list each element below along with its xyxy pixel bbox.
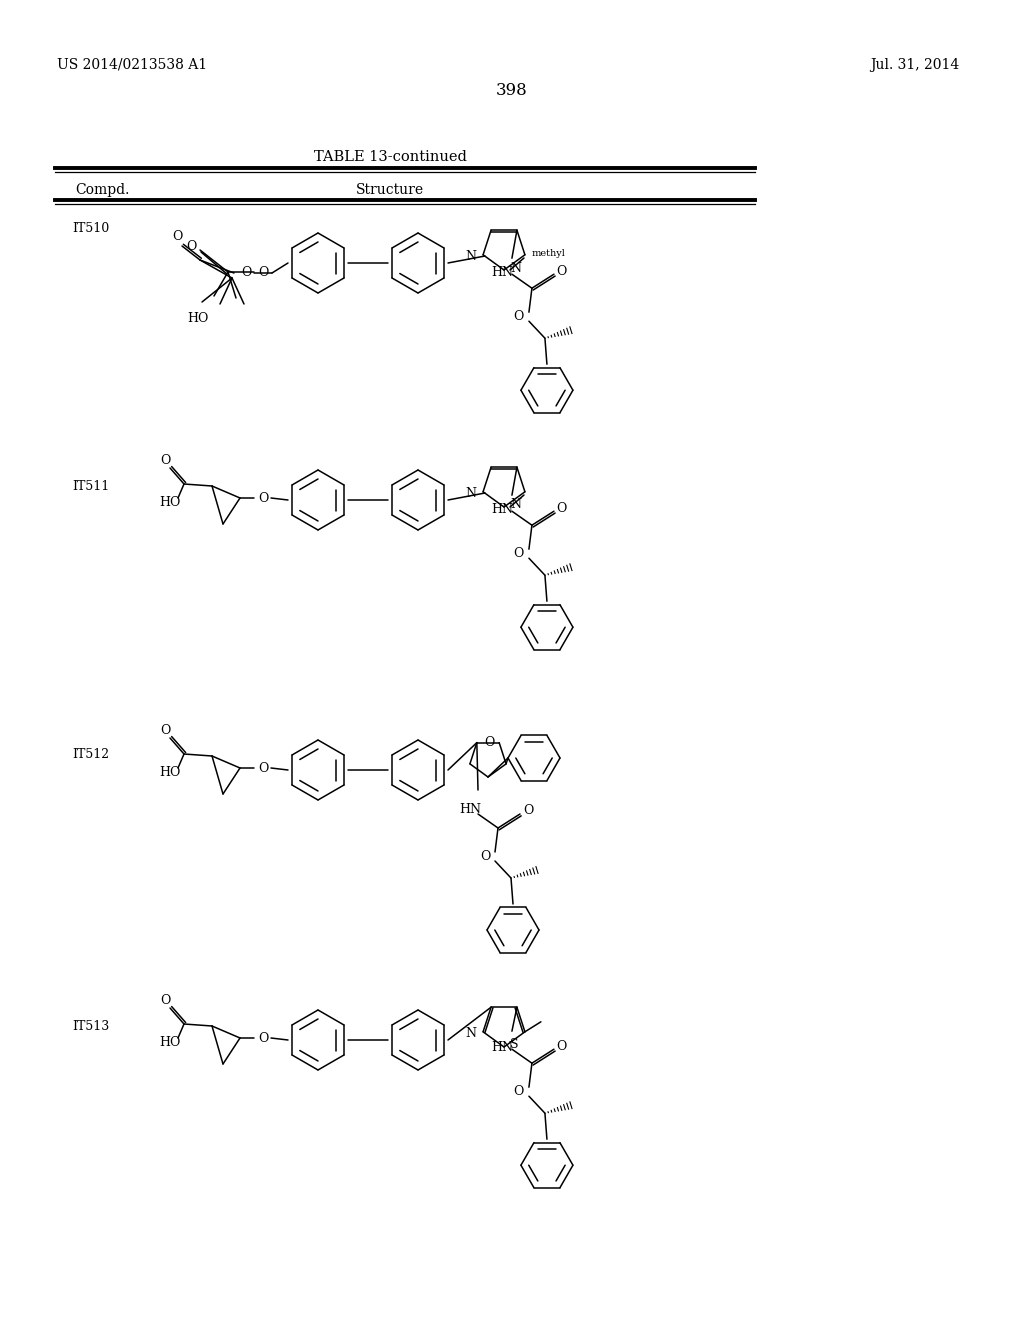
Text: O: O [514,1085,524,1098]
Text: O: O [241,265,251,279]
Text: O: O [172,230,182,243]
Text: HO: HO [160,496,180,510]
Text: O: O [484,737,495,750]
Text: HN: HN [459,803,481,816]
Text: O: O [258,265,268,279]
Text: methyl: methyl [532,249,566,259]
Text: N: N [510,261,521,275]
Text: IT511: IT511 [72,480,110,492]
Text: O: O [160,994,170,1006]
Text: IT510: IT510 [72,222,110,235]
Text: O: O [160,723,170,737]
Text: HN: HN [490,1041,513,1055]
Text: HN: HN [490,267,513,280]
Text: IT512: IT512 [72,748,110,762]
Text: N: N [466,487,476,500]
Text: HN: HN [490,503,513,516]
Text: HO: HO [160,1036,180,1049]
Text: N: N [510,499,521,511]
Text: HO: HO [160,766,180,779]
Text: N: N [466,251,476,263]
Text: HO: HO [187,312,209,325]
Text: 398: 398 [496,82,528,99]
Text: O: O [258,1031,268,1044]
Text: O: O [160,454,170,466]
Text: O: O [523,804,534,817]
Text: O: O [258,762,268,775]
Text: O: O [557,265,567,277]
Text: IT513: IT513 [72,1020,110,1034]
Text: O: O [557,502,567,515]
Text: Structure: Structure [356,183,424,197]
Text: O: O [258,491,268,504]
Text: O: O [514,310,524,322]
Text: O: O [557,1040,567,1053]
Text: O: O [514,546,524,560]
Text: O: O [185,239,197,252]
Text: O: O [480,850,490,862]
Text: TABLE 13-continued: TABLE 13-continued [313,150,467,164]
Text: US 2014/0213538 A1: US 2014/0213538 A1 [57,58,207,73]
Text: Jul. 31, 2014: Jul. 31, 2014 [870,58,959,73]
Text: S: S [510,1039,518,1052]
Text: Compd.: Compd. [75,183,129,197]
Text: N: N [466,1027,476,1040]
